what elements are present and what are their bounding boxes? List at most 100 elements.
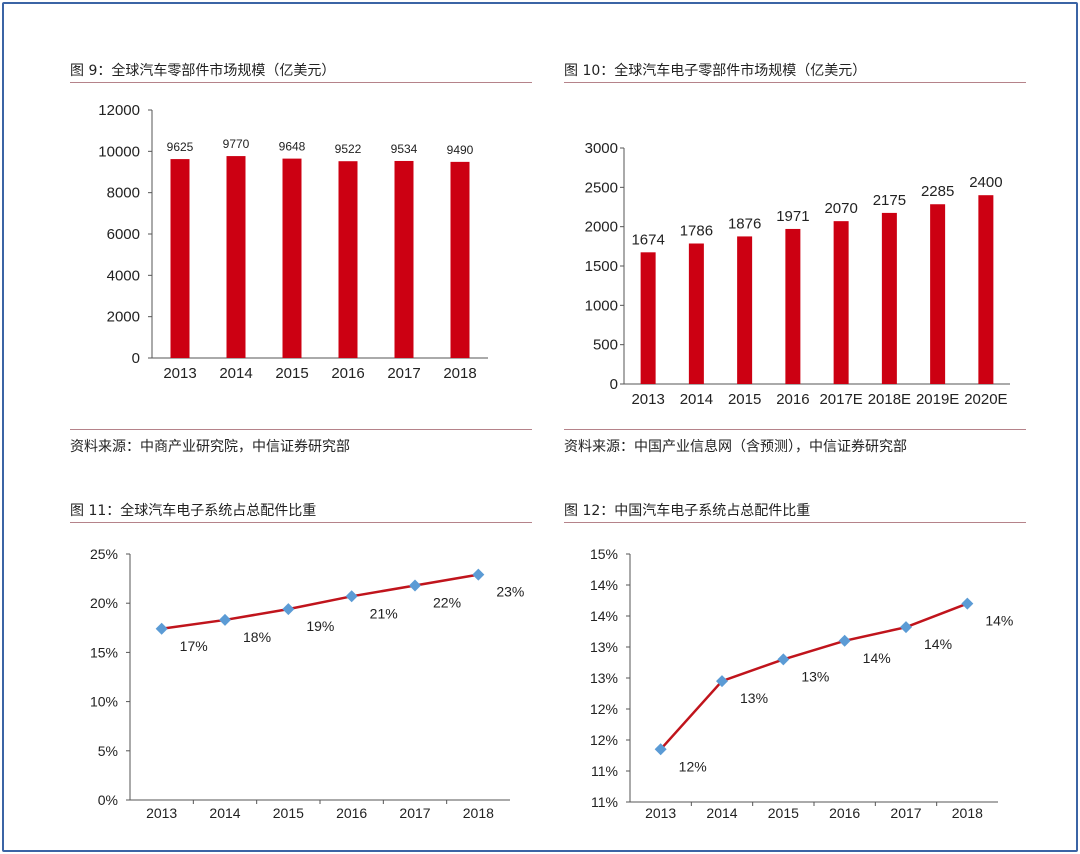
x-tick-label: 2014 bbox=[209, 805, 240, 821]
data-point bbox=[716, 675, 728, 688]
y-tick-label: 12% bbox=[590, 732, 618, 748]
chart-panel-fig10: 图 10：全球汽车电子零部件市场规模（亿美元） 0 500 1000 1500 2000… bbox=[564, 60, 1026, 480]
series-line bbox=[659, 602, 968, 751]
x-tick-label: 2016 bbox=[829, 805, 860, 821]
x-tick-label: 2015 bbox=[768, 805, 799, 821]
y-tick-label: 11% bbox=[591, 763, 618, 779]
chart-panel-fig11: 图 11：全球汽车电子系统占总配件比重 0% 5% 10% 15% 20% 25% 2013… bbox=[70, 500, 532, 840]
data-label: 14% bbox=[863, 650, 891, 666]
bar bbox=[978, 195, 994, 384]
bar bbox=[785, 228, 801, 384]
bar bbox=[226, 156, 246, 358]
data-label: 23% bbox=[496, 584, 524, 600]
bar bbox=[688, 243, 704, 384]
data-label: 12% bbox=[679, 758, 707, 774]
bar bbox=[881, 212, 897, 384]
data-label: 18% bbox=[243, 629, 271, 645]
y-tick-label: 11% bbox=[591, 794, 618, 810]
data-label: 9648 bbox=[279, 140, 306, 154]
y-tick-label: 13% bbox=[590, 639, 618, 655]
x-tick-label: 2016 bbox=[331, 365, 364, 382]
data-point bbox=[155, 622, 168, 635]
y-tick-label: 10% bbox=[90, 694, 118, 710]
y-tick-label: 0% bbox=[98, 792, 118, 808]
data-point bbox=[345, 590, 358, 603]
data-point bbox=[654, 743, 667, 756]
y-tick-label: 25% bbox=[90, 546, 118, 562]
data-point bbox=[472, 568, 485, 581]
bar bbox=[394, 160, 414, 358]
bar bbox=[338, 161, 358, 358]
bar bbox=[450, 161, 470, 358]
chart-panel-fig9: 图 9：全球汽车零部件市场规模（亿美元） 0 2000 4000 6000 8000 10… bbox=[70, 60, 532, 480]
bar bbox=[930, 204, 946, 384]
bar bbox=[640, 252, 656, 384]
x-tick-label: 2015 bbox=[275, 365, 308, 382]
bar-chart-fig9: 0 2000 4000 6000 8000 10000 12000 2013 2014 2015 2… bbox=[98, 102, 488, 382]
x-tick-label: 2014 bbox=[219, 365, 252, 382]
x-tick-label: 2013 bbox=[631, 391, 664, 408]
y-tick-label: 4000 bbox=[107, 267, 140, 284]
series-line bbox=[161, 573, 479, 631]
data-label: 9490 bbox=[447, 143, 474, 157]
bar-chart-fig10: 0 500 1000 1500 2000 2500 3000 2013 2014 2015 2016… bbox=[585, 140, 1010, 408]
bar bbox=[833, 221, 849, 384]
y-tick-label: 2000 bbox=[107, 309, 140, 326]
x-tick-label: 2017 bbox=[890, 805, 921, 821]
data-label: 2285 bbox=[921, 183, 954, 200]
y-tick-label: 2000 bbox=[585, 219, 618, 236]
title-rule bbox=[70, 82, 532, 83]
x-tick-label: 2015 bbox=[728, 391, 761, 408]
y-tick-label: 20% bbox=[90, 595, 118, 611]
y-tick-label: 10000 bbox=[98, 143, 140, 160]
data-label: 13% bbox=[801, 668, 829, 684]
chart-title: 图 9：全球汽车零部件市场规模（亿美元） bbox=[70, 63, 336, 79]
bar bbox=[737, 236, 753, 384]
y-tick-label: 0 bbox=[132, 350, 140, 367]
y-tick-label: 12000 bbox=[98, 102, 140, 119]
x-tick-label: 2016 bbox=[776, 391, 809, 408]
x-tick-label: 2013 bbox=[163, 365, 196, 382]
y-tick-label: 13% bbox=[590, 670, 618, 686]
x-tick-label: 2013 bbox=[146, 805, 177, 821]
line-chart-fig12: 11% 11% 12% 12% 13% 13% 14% 14% 15% 2013 2014 2015 2… bbox=[590, 546, 1013, 821]
y-tick-label: 1500 bbox=[585, 258, 618, 275]
x-tick-label: 2014 bbox=[680, 391, 713, 408]
data-label: 2175 bbox=[873, 192, 906, 209]
x-tick-label: 2017E bbox=[819, 391, 862, 408]
y-tick-label: 14% bbox=[590, 608, 618, 624]
data-label: 1876 bbox=[728, 215, 761, 232]
y-tick-label: 14% bbox=[590, 577, 618, 593]
y-tick-label: 0 bbox=[610, 376, 618, 393]
y-tick-label: 2500 bbox=[585, 179, 618, 196]
x-tick-label: 2018 bbox=[463, 805, 494, 821]
x-tick-label: 2020E bbox=[964, 391, 1007, 408]
data-label: 1971 bbox=[776, 208, 809, 225]
source-rule bbox=[70, 429, 532, 430]
chart-title: 图 12：中国汽车电子系统占总配件比重 bbox=[564, 503, 811, 519]
y-tick-label: 5% bbox=[98, 743, 118, 759]
y-tick-label: 6000 bbox=[107, 226, 140, 243]
bar bbox=[282, 158, 302, 358]
y-tick-label: 1000 bbox=[585, 297, 618, 314]
data-label: 2400 bbox=[969, 174, 1002, 191]
x-tick-label: 2016 bbox=[336, 805, 367, 821]
x-tick-label: 2018 bbox=[443, 365, 476, 382]
x-tick-label: 2014 bbox=[706, 805, 737, 821]
chart-source: 资料来源：中商产业研究院，中信证券研究部 bbox=[70, 439, 350, 455]
x-tick-label: 2015 bbox=[273, 805, 304, 821]
chart-source: 资料来源：中国产业信息网（含预测），中信证券研究部 bbox=[564, 439, 907, 455]
data-point bbox=[282, 603, 295, 616]
data-label: 1786 bbox=[680, 223, 713, 240]
data-point bbox=[961, 597, 974, 610]
data-label: 13% bbox=[740, 690, 768, 706]
data-point bbox=[838, 634, 851, 647]
x-tick-label: 2017 bbox=[387, 365, 420, 382]
y-tick-label: 15% bbox=[590, 546, 618, 562]
data-label: 9625 bbox=[167, 140, 194, 154]
data-label: 9522 bbox=[335, 142, 362, 156]
x-tick-label: 2018E bbox=[868, 391, 911, 408]
data-point bbox=[777, 653, 790, 666]
title-rule bbox=[564, 82, 1026, 83]
